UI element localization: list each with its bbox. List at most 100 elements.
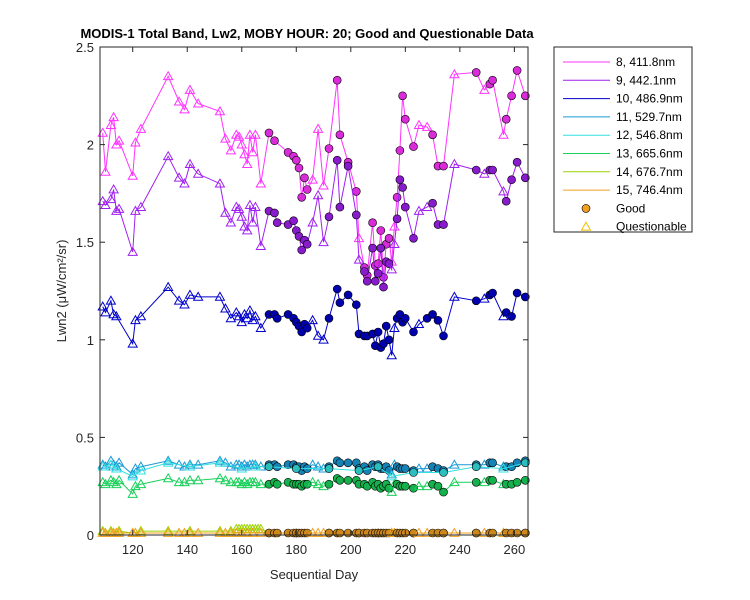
good-point	[376, 226, 386, 235]
y-tick-label: 1	[87, 333, 94, 348]
plot-frame	[99, 46, 529, 536]
good-point	[384, 335, 394, 345]
good-point	[324, 528, 334, 538]
questionable-point	[162, 457, 174, 467]
questionable-point	[179, 103, 190, 114]
good-point	[373, 269, 383, 278]
good-point	[471, 477, 481, 487]
good-point	[488, 165, 497, 175]
questionable-point	[162, 527, 174, 537]
questionable-point	[184, 84, 196, 94]
questionable-point	[353, 254, 365, 264]
questionable-point	[220, 303, 231, 313]
legend-entry: 13, 665.6nm	[616, 147, 683, 161]
good-point	[501, 114, 511, 124]
good-point	[471, 462, 481, 472]
good-point	[471, 296, 481, 306]
good-point	[335, 458, 345, 468]
good-point	[297, 193, 307, 202]
legend-entry: Good	[616, 201, 645, 215]
questionable-point	[312, 330, 324, 340]
questionable-point	[255, 178, 267, 188]
good-point	[392, 214, 402, 224]
questionable-point	[100, 166, 111, 176]
good-point	[300, 173, 309, 183]
good-point	[302, 323, 312, 333]
good-point	[400, 313, 410, 323]
questionable-point	[127, 470, 139, 481]
questionable-point	[312, 189, 324, 200]
x-tick-label: 240	[449, 542, 471, 557]
questionable-point	[479, 168, 490, 178]
y-tick-label: 0.5	[76, 430, 94, 445]
questionable-point	[105, 525, 117, 535]
questionable-point	[241, 224, 253, 235]
series-13	[97, 472, 530, 498]
questionable-point	[173, 295, 185, 305]
data-marks	[97, 66, 530, 538]
questionable-point	[135, 525, 147, 535]
good-point	[297, 245, 307, 255]
good-point	[335, 528, 345, 538]
good-point	[373, 462, 383, 472]
good-point	[520, 173, 530, 183]
good-point	[512, 66, 522, 75]
good-point	[512, 288, 522, 298]
good-point	[439, 468, 448, 477]
questionable-point	[247, 146, 259, 157]
questionable-point	[247, 527, 259, 537]
questionable-point	[250, 461, 261, 471]
good-point	[409, 234, 418, 243]
questionable-point	[236, 139, 248, 149]
questionable-point	[105, 295, 117, 305]
questionable-point	[110, 310, 122, 321]
questionable-point	[307, 174, 318, 184]
x-tick-label: 220	[394, 542, 416, 557]
questionable-point	[498, 185, 509, 196]
good-point	[398, 183, 407, 192]
good-point	[373, 327, 383, 337]
good-point	[343, 161, 353, 171]
questionable-point	[241, 312, 253, 323]
questionable-point	[127, 338, 139, 348]
questionable-point	[184, 461, 196, 471]
questionable-point	[192, 291, 204, 301]
questionable-point	[127, 246, 139, 256]
questionable-point	[127, 488, 139, 498]
x-axis: 120 140 160 180 200 220 240 260	[122, 47, 525, 557]
good-point	[488, 458, 497, 468]
good-point	[520, 292, 530, 302]
questionable-point	[162, 70, 174, 81]
questionable-point	[135, 465, 147, 475]
questionable-point	[413, 527, 425, 537]
good-point	[507, 312, 516, 321]
questionable-point	[312, 461, 324, 471]
questionable-point	[386, 264, 398, 274]
questionable-point	[225, 144, 237, 155]
questionable-point	[239, 476, 250, 487]
good-point	[398, 91, 407, 101]
questionable-point	[318, 334, 329, 344]
good-point	[507, 175, 516, 184]
questionable-point	[214, 525, 226, 535]
questionable-point	[236, 461, 248, 471]
questionable-point	[449, 527, 460, 537]
x-tick-label: 160	[231, 542, 253, 557]
questionable-point	[113, 474, 125, 485]
good-point	[324, 313, 334, 323]
questionable-point	[318, 236, 329, 247]
good-point	[343, 458, 353, 468]
questionable-point	[312, 527, 324, 537]
good-point	[324, 464, 334, 473]
good-point	[270, 208, 279, 218]
questionable-point	[184, 289, 196, 299]
questionable-point	[100, 199, 111, 209]
good-point	[512, 477, 522, 487]
questionable-point	[214, 105, 226, 116]
questionable-point	[162, 455, 174, 465]
questionable-point	[130, 137, 141, 147]
good-point	[376, 243, 386, 253]
questionable-point	[312, 123, 324, 133]
questionable-point	[421, 201, 433, 211]
questionable-point	[113, 203, 125, 213]
